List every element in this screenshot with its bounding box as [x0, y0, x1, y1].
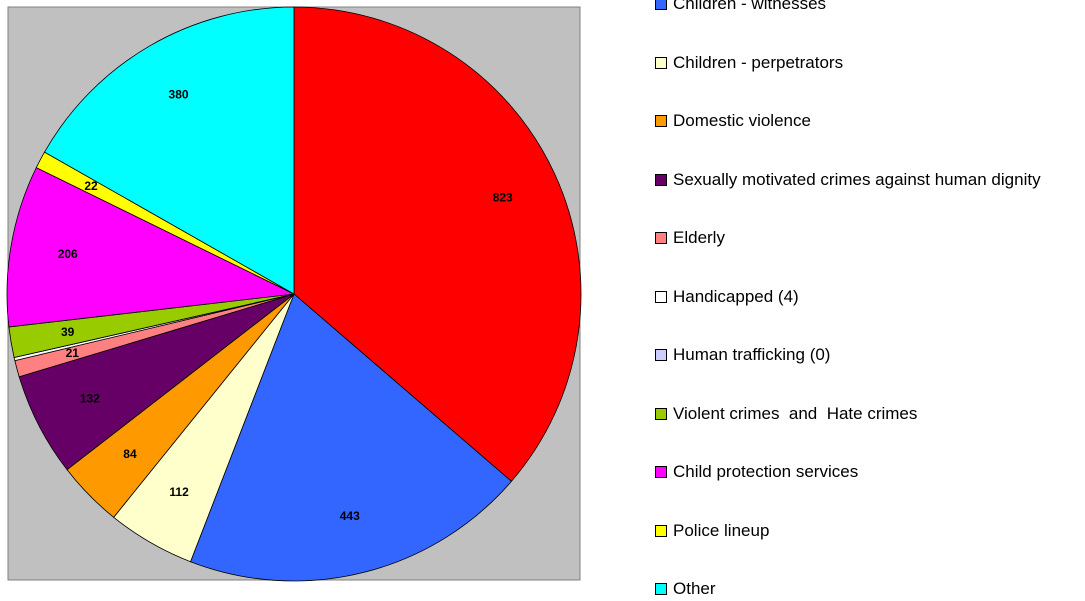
legend-label: Sexually motivated crimes against human … — [673, 169, 1041, 189]
legend-item: Domestic violence — [655, 110, 1075, 132]
pie-slice — [43, 6, 295, 295]
legend-swatch — [655, 583, 667, 595]
legend-swatch — [655, 524, 667, 537]
legend-swatch — [655, 56, 667, 69]
legend-swatch — [655, 407, 667, 420]
legend-item: Human trafficking (0) — [655, 344, 1075, 366]
data-label: 21 — [66, 346, 80, 360]
legend-label: Human trafficking (0) — [673, 345, 831, 364]
data-label: 823 — [493, 191, 513, 205]
legend-item: Sexually motivated crimes against human … — [655, 169, 1075, 191]
legend-swatch — [655, 0, 667, 10]
legend-label: Elderly — [673, 228, 725, 247]
pie-slice — [190, 293, 512, 582]
legend-swatch — [655, 466, 667, 478]
data-label: 112 — [169, 485, 189, 499]
legend-item: Other — [655, 578, 1075, 600]
data-label: 84 — [123, 447, 137, 461]
legend-swatch — [655, 232, 667, 244]
data-label: 39 — [61, 325, 75, 339]
legend-item: Police lineup — [655, 520, 1075, 542]
data-label: 132 — [80, 391, 100, 405]
legend-label: Domestic violence — [673, 111, 811, 130]
legend-item: Children - perpetrators — [655, 52, 1075, 74]
legend-item: Handicapped (4) — [655, 286, 1075, 308]
legend-item: Children - witnesses — [655, 0, 1075, 15]
legend-label: Children - perpetrators — [673, 52, 844, 72]
data-label: 22 — [84, 179, 98, 193]
legend-item: Child protection services — [655, 461, 1075, 483]
legend-label: Child protection services — [673, 462, 859, 481]
data-label: 380 — [169, 88, 189, 102]
pie-slice — [6, 167, 296, 328]
legend-swatch — [655, 349, 667, 361]
legend-label: Violent crimes and Hate crimes — [673, 403, 918, 423]
data-label: 443 — [340, 509, 360, 523]
legend-item: Elderly — [655, 227, 1075, 249]
data-label: 206 — [58, 247, 78, 261]
legend-swatch — [655, 115, 667, 127]
legend-label: Police lineup — [673, 520, 770, 540]
legend-label: Other — [673, 579, 716, 598]
legend-label: Children - witnesses — [673, 0, 827, 13]
legend-swatch — [655, 290, 667, 303]
pie-slice — [293, 6, 582, 482]
legend-swatch — [655, 173, 667, 186]
legend-item: Violent crimes and Hate crimes — [655, 403, 1075, 425]
legend-label: Handicapped (4) — [673, 286, 799, 306]
